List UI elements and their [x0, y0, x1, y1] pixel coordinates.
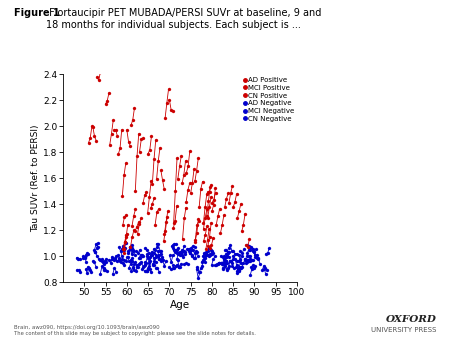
Text: UNIVERSITY PRESS: UNIVERSITY PRESS — [371, 327, 436, 333]
X-axis label: Age: Age — [170, 299, 190, 310]
Legend: AD Positive, MCI Positive, CN Positive, AD Negative, MCI Negative, CN Negative: AD Positive, MCI Positive, CN Positive, … — [243, 76, 295, 122]
Text: Brain, awz090, https://doi.org/10.1093/brain/awz090: Brain, awz090, https://doi.org/10.1093/b… — [14, 324, 159, 330]
Text: Flortaucipir PET MUBADA/PERSI SUVr at baseline, 9 and
18 months for individual s: Flortaucipir PET MUBADA/PERSI SUVr at ba… — [46, 8, 321, 30]
Text: Figure 1: Figure 1 — [14, 8, 59, 19]
Text: OXFORD: OXFORD — [386, 315, 436, 324]
Y-axis label: Tau SUVr (Ref. to PERSI): Tau SUVr (Ref. to PERSI) — [32, 124, 40, 232]
Text: The content of this slide may be subject to copyright: please see the slide note: The content of this slide may be subject… — [14, 331, 256, 336]
